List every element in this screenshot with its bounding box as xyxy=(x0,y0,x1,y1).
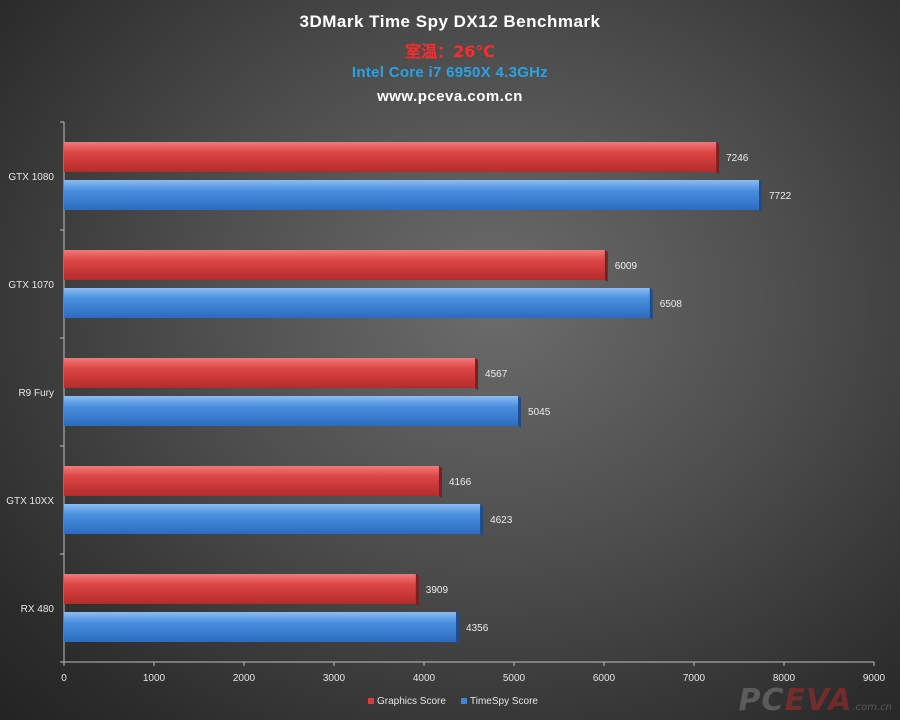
bar-side xyxy=(758,180,762,212)
room-temperature-subtitle: 室温：26℃ xyxy=(405,42,495,61)
x-tick-label: 6000 xyxy=(593,673,616,684)
data-label: 7722 xyxy=(769,191,792,202)
bar-timespy-score xyxy=(64,180,759,210)
x-tick-label: 8000 xyxy=(773,673,796,684)
pceva-watermark-logo: PCEVA.com.cn xyxy=(738,683,892,718)
x-tick-label: 0 xyxy=(61,673,67,684)
bar-graphics-score xyxy=(64,142,717,172)
website-subtitle: www.pceva.com.cn xyxy=(377,88,523,105)
category-label: GTX 10XX xyxy=(6,496,54,507)
bars-group xyxy=(64,142,762,644)
legend-label: Graphics Score xyxy=(377,696,446,707)
category-label: R9 Fury xyxy=(18,388,54,399)
legend-label: TimeSpy Score xyxy=(470,696,538,707)
data-label: 7246 xyxy=(726,153,749,164)
x-tick-label: 9000 xyxy=(863,673,886,684)
bar-graphics-score xyxy=(64,250,605,280)
bar-side xyxy=(604,250,608,282)
bar-side xyxy=(456,612,460,644)
bar-side xyxy=(716,142,720,174)
bar-timespy-score xyxy=(64,288,650,318)
bar-graphics-score xyxy=(64,358,476,388)
data-label: 6009 xyxy=(615,261,638,272)
labels-group: GTX 1080 7246 7722 GTX 1070 6009 6508 R9 Fury 4… xyxy=(6,153,791,634)
axes: 0 1000 2000 3000 4000 5000 6000 7000 8000 9000 xyxy=(60,121,886,684)
category-label: GTX 1070 xyxy=(8,280,54,291)
legend-swatch xyxy=(368,698,374,704)
x-tick-label: 1000 xyxy=(143,673,166,684)
data-label: 4166 xyxy=(449,477,472,488)
bar-graphics-score xyxy=(64,574,416,604)
bar-side xyxy=(415,574,419,606)
bar-side xyxy=(649,288,653,320)
bar-side xyxy=(518,396,522,428)
category-label: RX 480 xyxy=(21,604,55,615)
bar-side xyxy=(438,466,442,498)
bar-timespy-score xyxy=(64,504,481,534)
bar-side xyxy=(480,504,484,536)
chart-title: 3DMark Time Spy DX12 Benchmark xyxy=(299,12,601,31)
data-label: 5045 xyxy=(528,407,551,418)
x-tick-label: 2000 xyxy=(233,673,256,684)
bar-timespy-score xyxy=(64,396,519,426)
bar-side xyxy=(475,358,479,390)
data-label: 4623 xyxy=(490,515,513,526)
data-label: 6508 xyxy=(660,299,683,310)
data-label: 4356 xyxy=(466,623,489,634)
legend: Graphics Score TimeSpy Score xyxy=(368,696,538,707)
x-tick-label: 7000 xyxy=(683,673,706,684)
category-label: GTX 1080 xyxy=(8,172,54,183)
data-label: 3909 xyxy=(426,585,449,596)
bar-graphics-score xyxy=(64,466,439,496)
x-tick-label: 3000 xyxy=(323,673,346,684)
x-tick-label: 5000 xyxy=(503,673,526,684)
legend-swatch xyxy=(461,698,467,704)
data-label: 4567 xyxy=(485,369,508,380)
cpu-subtitle: Intel Core i7 6950X 4.3GHz xyxy=(351,64,549,81)
x-tick-label: 4000 xyxy=(413,673,436,684)
bar-timespy-score xyxy=(64,612,457,642)
